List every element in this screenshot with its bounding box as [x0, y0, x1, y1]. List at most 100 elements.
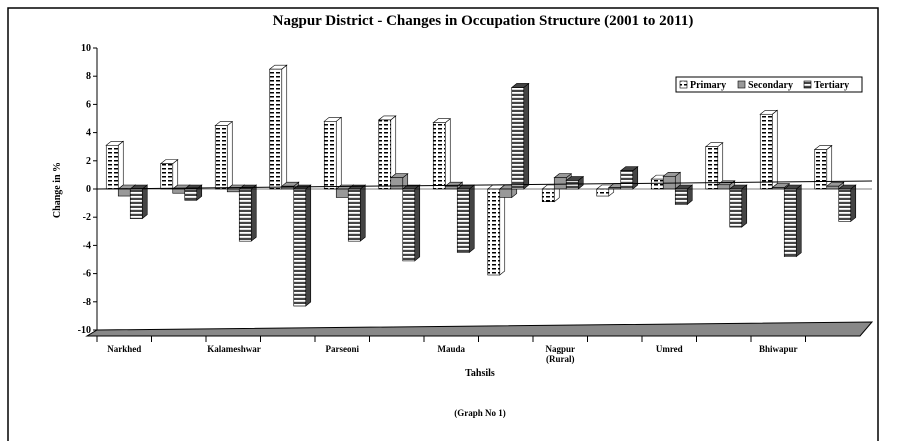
bar-face	[444, 185, 458, 190]
chart-title: Nagpur District - Changes in Occupation …	[273, 13, 694, 29]
bar-face	[238, 188, 252, 242]
bar	[389, 173, 409, 190]
bar	[759, 109, 779, 190]
bar	[238, 184, 258, 242]
bar-side	[468, 184, 475, 254]
bar	[323, 116, 343, 190]
bar-face	[335, 188, 349, 198]
bar-face	[390, 177, 404, 190]
bar-side	[281, 64, 288, 190]
bar	[783, 184, 803, 258]
legend-swatch	[803, 80, 812, 89]
bar-face	[184, 188, 198, 201]
x-tick-label: Narkhed	[107, 344, 142, 354]
bar	[432, 118, 452, 190]
bar	[347, 184, 367, 242]
bar	[401, 184, 421, 262]
bar	[510, 82, 530, 190]
bar-side	[499, 184, 506, 276]
bar-face	[541, 188, 555, 202]
bar-side	[226, 120, 233, 190]
x-tick-label: Mauda	[437, 344, 465, 354]
bar-face	[323, 121, 337, 190]
bar-side	[117, 140, 124, 190]
y-tick-label: 10	[81, 43, 91, 54]
bar-face	[814, 149, 828, 190]
bar-face	[674, 188, 688, 205]
bar	[662, 171, 682, 190]
bar-side	[414, 184, 421, 262]
bar-face	[650, 178, 664, 190]
note: (Graph No 1)	[454, 408, 506, 418]
x-tick-label: Nagpur (Rural)	[545, 344, 575, 364]
bar-side	[741, 184, 748, 228]
bar-face	[160, 163, 174, 190]
bar-face	[432, 122, 446, 190]
y-tick-label: 2	[86, 156, 91, 167]
legend-swatch	[679, 80, 688, 89]
bar	[704, 142, 724, 190]
bar	[183, 184, 203, 201]
bar-face	[105, 144, 119, 190]
bar-face	[117, 188, 131, 197]
bar	[105, 140, 125, 190]
y-tick-label: -2	[83, 212, 91, 223]
bar-side	[795, 184, 802, 258]
bar-face	[293, 188, 307, 307]
bar-face	[226, 188, 240, 193]
y-tick-label: 4	[86, 128, 91, 139]
y-tick-label: -4	[83, 240, 91, 251]
bar	[565, 175, 585, 190]
bar	[377, 115, 397, 190]
y-axis-label: Change in %	[52, 162, 63, 218]
y-tick-label: -8	[83, 297, 91, 308]
y-tick-label: 0	[86, 184, 91, 195]
bar-face	[596, 188, 610, 197]
zero-line	[96, 180, 873, 190]
y-tick-label: 6	[86, 99, 91, 110]
bar-side	[305, 184, 312, 307]
x-axis-label: Tahsils	[465, 368, 495, 379]
x-tick-label: Bhiwapur	[758, 344, 798, 354]
bar-face	[826, 185, 840, 190]
bar	[728, 184, 748, 228]
bar-face	[487, 188, 501, 276]
bar-side	[335, 116, 342, 190]
bar-face	[499, 188, 513, 198]
bar-face	[759, 113, 773, 190]
frame	[7, 7, 879, 441]
bar	[292, 184, 312, 307]
bar	[486, 184, 506, 276]
floor	[85, 321, 874, 337]
bar-face	[129, 188, 143, 219]
bar-side	[141, 184, 148, 220]
bar-face	[347, 188, 361, 242]
bar-side	[523, 82, 530, 190]
bar-side	[771, 109, 778, 190]
bar	[214, 120, 234, 190]
bar	[813, 144, 833, 190]
bar-face	[565, 180, 579, 190]
legend-box	[675, 76, 863, 93]
bar-face	[783, 188, 797, 257]
bar-face	[553, 177, 567, 190]
bar-side	[444, 118, 451, 190]
y-tick-label: 8	[86, 71, 91, 82]
bar	[456, 184, 476, 254]
bar-face	[269, 68, 283, 190]
bar-face	[172, 188, 186, 194]
bar-side	[359, 184, 366, 242]
legend-label: Primary	[690, 80, 726, 91]
bar-face	[214, 125, 228, 190]
bar-face	[729, 188, 743, 228]
bar-face	[402, 188, 416, 262]
legend-label: Secondary	[748, 80, 793, 91]
bar-face	[717, 184, 731, 190]
bar-face	[456, 188, 470, 253]
x-tick-label: Parseoni	[325, 344, 360, 354]
bar-face	[620, 170, 634, 190]
x-tick-label: Kalameshwar	[207, 344, 261, 354]
bar	[268, 64, 288, 190]
